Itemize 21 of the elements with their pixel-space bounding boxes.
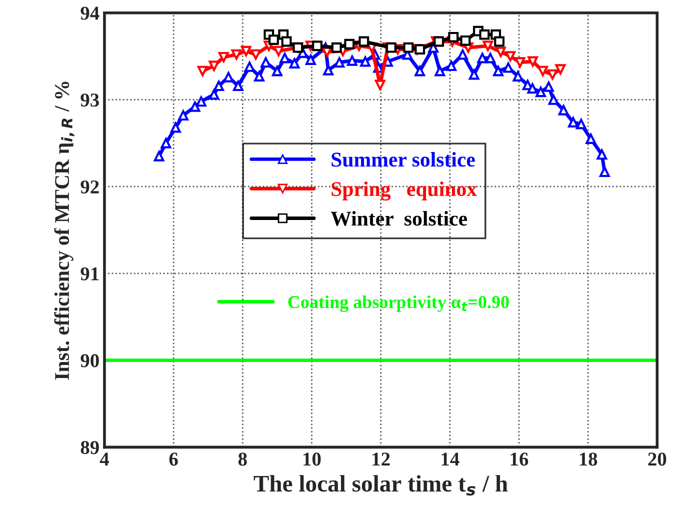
legend-label: Summer solstice — [332, 152, 475, 167]
x-tick-label: 14 — [442, 452, 460, 466]
x-tick-label: 16 — [510, 452, 528, 466]
legend-label: Coating absorptivity α$_{t}$=0.90 — [288, 295, 509, 312]
legend-label: Spring equinox — [332, 181, 477, 201]
x-tick-label: 8 — [238, 452, 247, 466]
x-tick-label: 4 — [100, 452, 109, 466]
x-tick-label: 20 — [648, 452, 666, 466]
y-tick-label: 94 — [80, 6, 100, 20]
x-tick-label: 6 — [169, 452, 178, 466]
y-tick-label: 90 — [80, 354, 99, 368]
x-tick-label: 10 — [304, 452, 321, 466]
y-axis-title: Inst. efficiency of MTCR η$_{i,R}$ / % — [54, 82, 74, 380]
y-tick-label: 93 — [80, 94, 99, 107]
y-tick-label: 91 — [80, 267, 99, 280]
y-tick-label: 89 — [80, 440, 99, 454]
x-tick-label: 12 — [372, 452, 390, 466]
x-axis-title: The local solar time t$_{s}$ / h — [254, 475, 508, 496]
x-tick-label: 18 — [580, 452, 598, 466]
y-tick-label: 92 — [80, 180, 99, 194]
legend-label: Winter solstice — [330, 211, 468, 226]
